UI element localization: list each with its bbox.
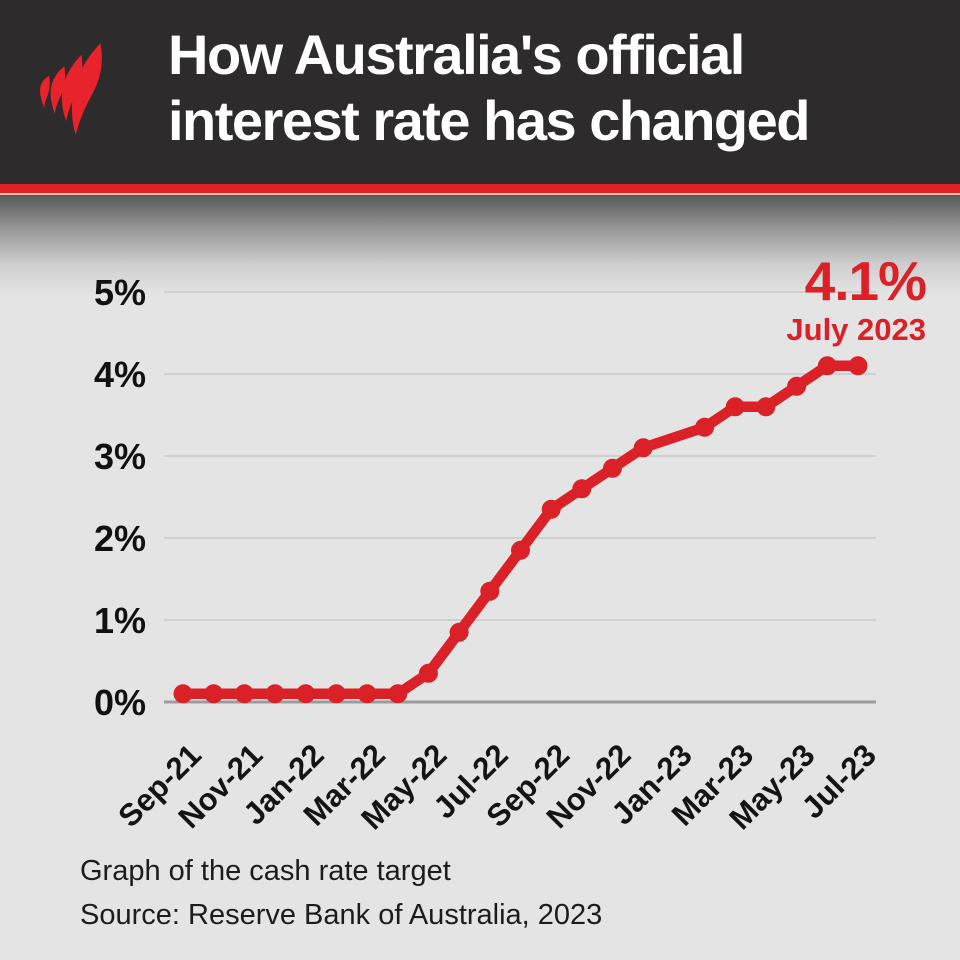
- data-point-marker: [296, 684, 316, 704]
- source-credit: Source: Reserve Bank of Australia, 2023: [80, 899, 603, 931]
- cash-rate-line: [177, 360, 864, 700]
- x-axis-labels: Sep-21Nov-21Jan-22Mar-22May-22Jul-22Sep-…: [111, 737, 883, 836]
- y-tick-label-0%: 0%: [94, 682, 146, 723]
- y-axis-labels: 0% 1% 2% 3% 4% 5%: [94, 272, 146, 723]
- data-point-marker: [234, 684, 254, 704]
- sbs-logo-icon: [40, 43, 102, 135]
- data-point-marker: [603, 458, 622, 478]
- y-tick-label-2%: 2%: [94, 518, 146, 559]
- page-title-line1: How Australia's official: [168, 23, 745, 86]
- data-point-marker: [204, 684, 224, 704]
- data-point-marker: [326, 684, 346, 704]
- page-title: How Australia's official interest rate h…: [168, 22, 810, 154]
- header-fade-gradient: [0, 195, 960, 295]
- page-title-line2: interest rate has changed: [168, 89, 810, 152]
- data-point-marker: [725, 397, 745, 417]
- y-tick-label-5%: 5%: [94, 272, 146, 313]
- y-tick-label-4%: 4%: [94, 354, 146, 395]
- data-point-marker: [511, 540, 530, 560]
- data-point-marker: [817, 356, 837, 376]
- data-point-marker: [418, 663, 438, 683]
- last-value-annotation: 4.1% July 2023: [786, 250, 927, 348]
- y-tick-label-3%: 3%: [94, 436, 146, 477]
- data-point-marker: [449, 622, 469, 642]
- data-point-marker: [173, 684, 193, 704]
- annotation-date: July 2023: [786, 312, 926, 347]
- data-point-marker: [572, 479, 592, 499]
- y-tick-label-1%: 1%: [94, 600, 146, 641]
- annotation-value: 4.1%: [804, 250, 927, 312]
- data-point-marker: [787, 376, 807, 396]
- chart-description: Graph of the cash rate target: [80, 855, 451, 887]
- footer: Graph of the cash rate target Source: Re…: [80, 849, 602, 937]
- data-point-marker: [633, 438, 653, 458]
- data-point-marker: [541, 499, 561, 519]
- data-point-marker: [695, 417, 715, 437]
- gridlines: [164, 291, 876, 704]
- data-point-marker: [848, 356, 868, 376]
- header: How Australia's official interest rate h…: [0, 0, 960, 183]
- cash-rate-series: [173, 356, 868, 704]
- data-point-marker: [388, 684, 408, 704]
- red-divider-stripe: [0, 183, 960, 193]
- data-point-marker: [480, 581, 500, 601]
- data-point-marker: [756, 397, 776, 417]
- data-point-marker: [357, 684, 377, 704]
- data-point-marker: [265, 684, 285, 704]
- highlight-line: [0, 193, 960, 195]
